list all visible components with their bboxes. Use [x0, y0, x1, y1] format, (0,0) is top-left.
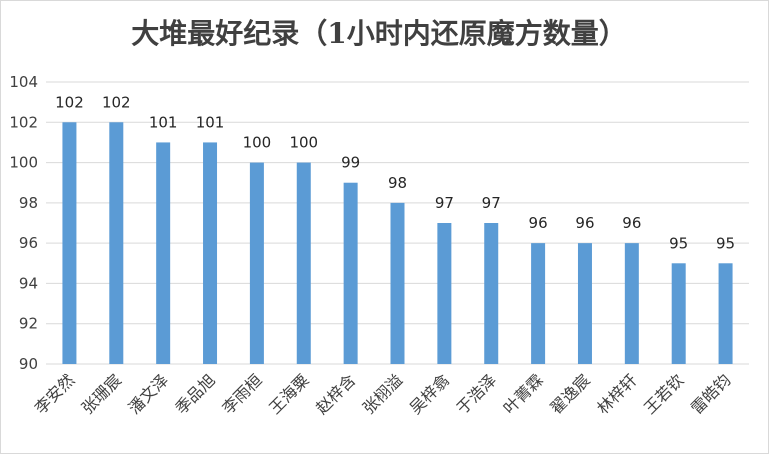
bar — [390, 202, 405, 364]
data-label: 102 — [55, 93, 84, 111]
data-label: 101 — [149, 113, 178, 131]
x-tick-label: 张栩溢 — [359, 370, 406, 417]
data-label: 102 — [102, 93, 131, 111]
y-tick-label: 104 — [9, 73, 38, 91]
data-label: 101 — [196, 113, 225, 131]
data-label: 96 — [529, 214, 548, 232]
y-tick-label: 90 — [19, 355, 38, 373]
y-tick-label: 100 — [9, 154, 38, 172]
bar — [718, 263, 733, 364]
y-tick-label: 98 — [19, 194, 38, 212]
x-tick-label: 王海粟 — [265, 370, 312, 417]
x-tick-label: 林梓轩 — [593, 370, 640, 417]
data-label: 96 — [575, 214, 594, 232]
bar — [531, 243, 546, 364]
bars — [62, 122, 733, 365]
x-tick-label: 吴梓翕 — [406, 370, 453, 417]
x-tick-label: 潘文泽 — [125, 370, 172, 417]
bar — [671, 263, 686, 364]
x-tick-label: 雷皓钧 — [687, 370, 734, 417]
bar — [484, 223, 499, 364]
category-labels: 李安然 张珊宸 潘文泽 季品旭 李雨桓 王海粟 赵梓含 张栩溢 吴梓翕 于浩泽 叶菁霖 翟逸宸 林梓轩王… — [31, 370, 735, 417]
x-tick-label: 王若钦 — [640, 370, 687, 417]
x-tick-label: 翟逸宸 — [546, 370, 593, 417]
x-tick-label: 季品旭 — [171, 370, 218, 417]
y-axis-ticks: 90 92 94 96 98 100 102 104 — [9, 73, 38, 373]
bar — [577, 243, 592, 364]
bar — [156, 142, 171, 364]
y-tick-label: 102 — [9, 113, 38, 131]
chart-title: 大堆最好纪录（1小时内还原魔方数量） — [131, 17, 627, 50]
y-tick-label: 94 — [19, 274, 38, 292]
x-tick-label: 叶菁霖 — [500, 370, 547, 417]
x-tick-label: 赵梓含 — [312, 370, 359, 417]
data-label: 97 — [482, 194, 501, 212]
data-label: 100 — [289, 134, 318, 152]
bar — [203, 142, 218, 364]
y-tick-label: 96 — [19, 234, 38, 252]
data-label: 96 — [622, 214, 641, 232]
data-labels: 102 102 101 101 100 100 99 98 97 97 96 96 96 95 95 — [55, 93, 735, 252]
bar — [437, 223, 452, 364]
data-label: 97 — [435, 194, 454, 212]
bar — [249, 162, 264, 364]
x-tick-label: 李安然 — [31, 370, 78, 417]
bar — [624, 243, 639, 364]
bar — [296, 162, 311, 364]
data-label: 99 — [341, 154, 360, 172]
data-label: 98 — [388, 174, 407, 192]
x-tick-label: 张珊宸 — [78, 370, 125, 417]
x-tick-label: 李雨桓 — [218, 370, 265, 417]
bar — [343, 182, 358, 364]
y-tick-label: 92 — [19, 315, 38, 333]
data-label: 95 — [716, 234, 735, 252]
data-label: 95 — [669, 234, 688, 252]
x-tick-label: 于浩泽 — [453, 370, 500, 417]
bar — [62, 122, 77, 365]
data-label: 100 — [243, 134, 272, 152]
bar — [109, 122, 124, 365]
